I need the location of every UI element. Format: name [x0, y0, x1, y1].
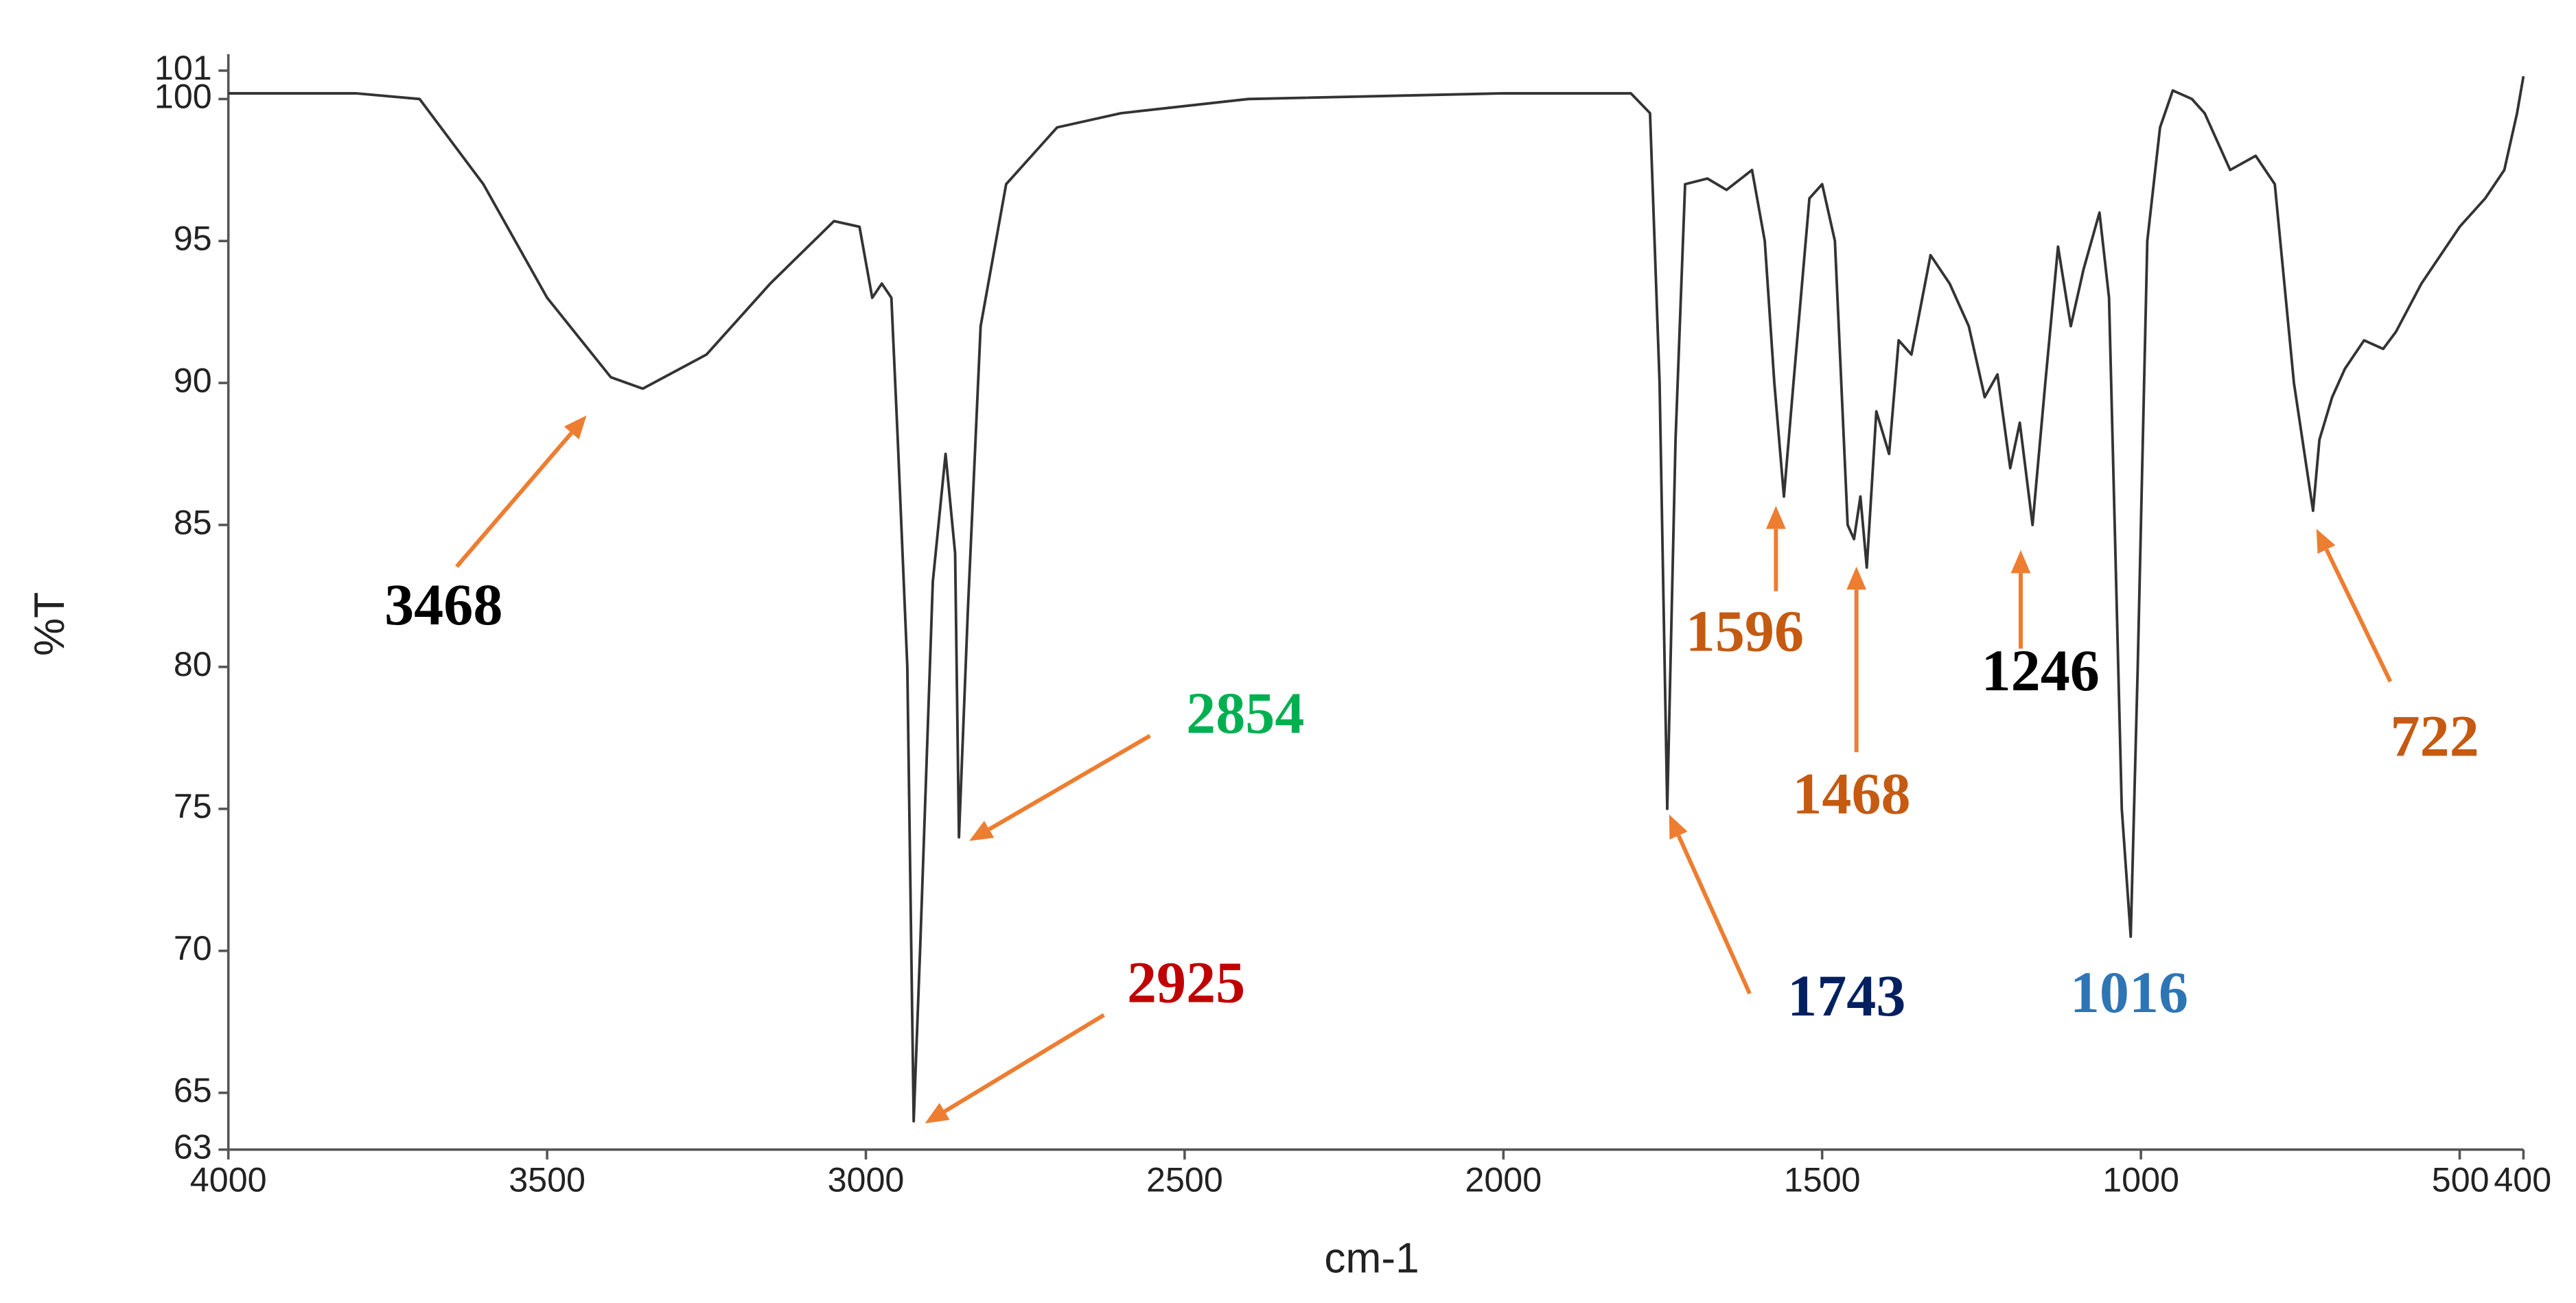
annotation-arrow — [943, 1013, 1105, 1114]
annotation-label: 722 — [2391, 703, 2479, 769]
annotation-arrow — [2324, 548, 2393, 683]
annotation-arrow — [988, 733, 1151, 832]
x-tick-label: 4000 — [190, 1161, 267, 1199]
spectrum-line — [228, 75, 2525, 1123]
annotation-arrowhead — [1766, 506, 1786, 529]
y-tick-label: 63 — [174, 1128, 212, 1166]
annotation-arrowhead — [2010, 550, 2031, 574]
x-tick-label: 2000 — [1465, 1161, 1542, 1199]
annotation-arrowhead — [925, 1103, 950, 1124]
x-tick-label: 1500 — [1784, 1161, 1861, 1199]
y-tick-label: 70 — [174, 929, 212, 967]
y-tick-label: 95 — [174, 219, 212, 257]
annotation-arrowhead — [969, 821, 995, 841]
x-tick-label: 3000 — [828, 1161, 905, 1199]
annotation-arrowhead — [1846, 566, 1867, 590]
annotation-arrowhead — [564, 415, 587, 440]
annotation-arrowhead — [2316, 528, 2336, 554]
y-tick-label: 65 — [174, 1071, 212, 1110]
annotation-arrow — [455, 432, 573, 568]
annotation-label: 1246 — [1982, 637, 2100, 703]
x-tick-label: 3500 — [509, 1161, 585, 1199]
y-axis-title: %T — [26, 592, 73, 656]
y-tick-label: 85 — [174, 503, 212, 541]
y-tick-label: 101 — [154, 49, 212, 87]
y-tick-label: 90 — [174, 361, 212, 399]
annotation-label: 1468 — [1792, 760, 1910, 826]
annotation-label: 2854 — [1186, 680, 1304, 746]
annotation-label: 2925 — [1127, 950, 1245, 1016]
x-axis-title: cm-1 — [1324, 1235, 1419, 1282]
y-tick-label: 75 — [174, 787, 212, 825]
annotation-label: 3468 — [384, 572, 502, 637]
x-tick-label: 1000 — [2102, 1161, 2179, 1199]
y-tick-label: 80 — [174, 645, 212, 683]
y-tick-label: 100 — [154, 78, 212, 116]
x-tick-label: 2500 — [1146, 1161, 1223, 1199]
x-tick-label: 400 — [2494, 1161, 2551, 1199]
x-tick-label: 500 — [2432, 1161, 2490, 1199]
annotation-label: 1596 — [1686, 598, 1804, 664]
annotation-label: 1743 — [1787, 963, 1905, 1029]
annotation-arrowhead — [1669, 814, 1688, 840]
annotation-arrow — [1676, 834, 1752, 995]
annotation-label: 1016 — [2070, 959, 2188, 1025]
